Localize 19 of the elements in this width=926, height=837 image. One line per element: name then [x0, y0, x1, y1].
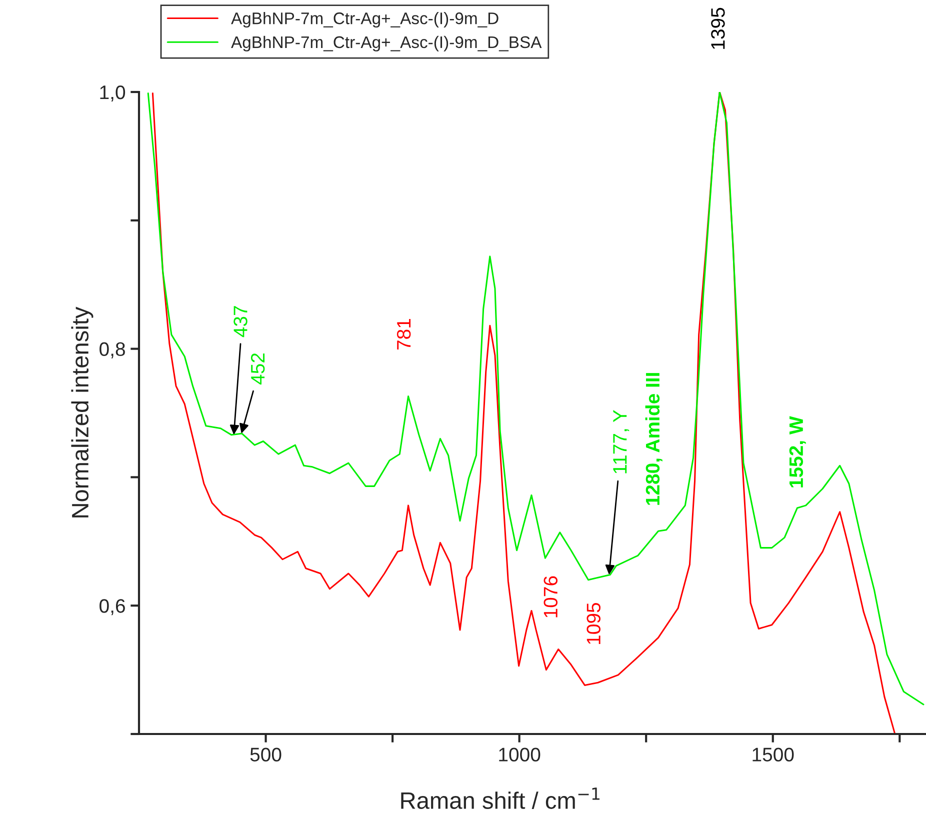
y-tick-label: 1,0: [100, 85, 126, 102]
annotation: 1395: [711, 8, 725, 49]
y-tick-label: 0,8: [100, 342, 125, 358]
annotation: 781: [396, 318, 411, 350]
annotation: 437: [234, 306, 248, 338]
annotation: 452: [250, 353, 265, 384]
x-tick-label: 1000: [499, 748, 540, 762]
legend-label: AgBhNP-7m_Ctr-Ag+_Asc-(I)-9m_D: [231, 12, 498, 28]
annotation: 1095: [586, 602, 600, 644]
y-axis-title: Normalized intensity: [71, 306, 94, 518]
annotation: 1552, W: [789, 416, 806, 488]
annotation: 1076: [544, 576, 558, 618]
annotation: 1177, Y: [613, 410, 630, 474]
x-tick-label: 500: [250, 748, 282, 762]
x-tick-label: 1500: [752, 748, 794, 762]
annotation: 1280, Amide III: [645, 373, 662, 505]
y-tick-label: 0,6: [100, 599, 125, 616]
x-axis-title: Raman shift / cm$^{−1}$: [401, 788, 600, 809]
legend-label: AgBhNP-7m_Ctr-Ag+_Asc-(I)-9m_D_BSA: [231, 36, 542, 52]
